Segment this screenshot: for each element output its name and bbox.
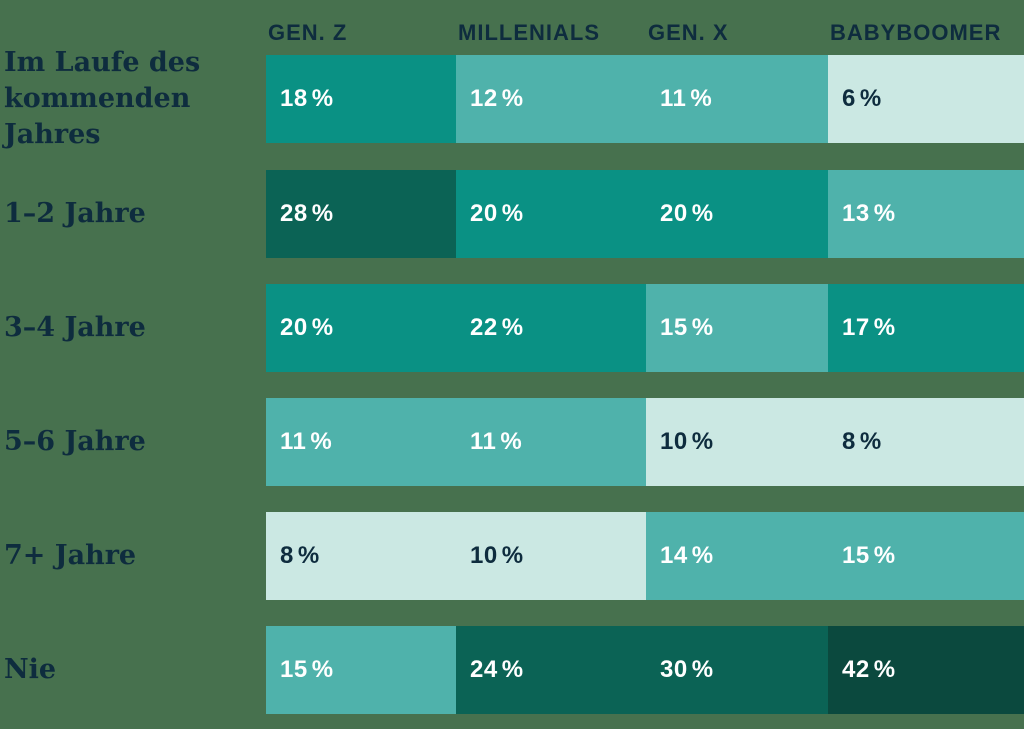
heatmap-cell: 8%	[828, 398, 1024, 486]
cell-value: 8	[280, 542, 294, 569]
percent-sign: %	[311, 85, 334, 112]
heatmap-cell: 30%	[646, 626, 828, 714]
row-label: Nie	[4, 654, 57, 685]
heatmap-cell: 20%	[646, 170, 828, 258]
percent-sign: %	[501, 85, 524, 112]
percent-sign: %	[873, 314, 896, 341]
bar-row: 20% 22% 15% 17%	[266, 284, 1024, 372]
cell-value: 30	[660, 656, 688, 683]
percent-sign: %	[690, 85, 713, 112]
cell-value: 28	[280, 200, 308, 227]
bar-row: 15% 24% 30% 42%	[266, 626, 1024, 714]
cell-value: 10	[470, 542, 498, 569]
row-label: Im Laufe des kommenden Jahres	[4, 47, 201, 150]
heatmap-cell: 8%	[266, 512, 456, 600]
cell-value: 11	[660, 85, 687, 112]
heatmap-cell: 17%	[828, 284, 1024, 372]
bar-row: 11% 11% 10% 8%	[266, 398, 1024, 486]
heatmap-cell: 12%	[456, 55, 646, 143]
column-header: GEN. X	[648, 20, 729, 45]
cell-value: 42	[842, 656, 870, 683]
heatmap-cell: 10%	[646, 398, 828, 486]
percent-sign: %	[501, 656, 524, 683]
percent-sign: %	[501, 542, 524, 569]
percent-sign: %	[311, 314, 334, 341]
column-header: MILLENIALS	[458, 20, 600, 45]
heatmap-cell: 11%	[646, 55, 828, 143]
percent-sign: %	[310, 428, 333, 455]
cell-value: 8	[842, 428, 856, 455]
heatmap-cell: 15%	[266, 626, 456, 714]
heatmap-cell: 22%	[456, 284, 646, 372]
heatmap-cell: 24%	[456, 626, 646, 714]
heatmap-cell: 13%	[828, 170, 1024, 258]
cell-value: 15	[660, 314, 688, 341]
cell-value: 15	[280, 656, 308, 683]
percent-sign: %	[873, 542, 896, 569]
cell-value: 12	[470, 85, 498, 112]
percent-sign: %	[859, 428, 882, 455]
cell-value: 14	[660, 542, 688, 569]
heatmap-cell: 10%	[456, 512, 646, 600]
cell-value: 11	[470, 428, 497, 455]
percent-sign: %	[500, 428, 523, 455]
percent-sign: %	[297, 542, 320, 569]
cell-value: 20	[660, 200, 688, 227]
heatmap-cell: 20%	[266, 284, 456, 372]
percent-sign: %	[691, 314, 714, 341]
cell-value: 13	[842, 200, 870, 227]
heatmap-cell: 15%	[828, 512, 1024, 600]
column-header: GEN. Z	[268, 20, 348, 45]
cell-value: 6	[842, 85, 856, 112]
row-label: 3–4 Jahre	[4, 312, 146, 343]
percent-sign: %	[859, 85, 882, 112]
cell-value: 15	[842, 542, 870, 569]
heatmap-cell: 11%	[456, 398, 646, 486]
percent-sign: %	[501, 200, 524, 227]
heatmap-cell: 6%	[828, 55, 1024, 143]
heatmap-cell: 11%	[266, 398, 456, 486]
heatmap-cell: 20%	[456, 170, 646, 258]
bar-row: 18% 12% 11% 6%	[266, 55, 1024, 143]
percent-sign: %	[691, 428, 714, 455]
row-label: 5–6 Jahre	[4, 426, 146, 457]
percent-sign: %	[691, 200, 714, 227]
percent-sign: %	[691, 542, 714, 569]
percent-sign: %	[873, 200, 896, 227]
bar-row: 8% 10% 14% 15%	[266, 512, 1024, 600]
cell-value: 18	[280, 85, 308, 112]
cell-value: 24	[470, 656, 498, 683]
heatmap-cell: 14%	[646, 512, 828, 600]
cell-value: 22	[470, 314, 498, 341]
heatmap-cell: 28%	[266, 170, 456, 258]
bar-row: 28% 20% 20% 13%	[266, 170, 1024, 258]
row-label: 7+ Jahre	[4, 540, 137, 571]
heatmap-cell: 18%	[266, 55, 456, 143]
percent-sign: %	[311, 200, 334, 227]
percent-sign: %	[691, 656, 714, 683]
cell-value: 17	[842, 314, 870, 341]
percent-sign: %	[501, 314, 524, 341]
percent-sign: %	[311, 656, 334, 683]
cell-value: 20	[470, 200, 498, 227]
column-header: BABYBOOMER	[830, 20, 1002, 45]
cell-value: 11	[280, 428, 307, 455]
heatmap-cell: 42%	[828, 626, 1024, 714]
row-label: 1–2 Jahre	[4, 198, 146, 229]
percent-sign: %	[873, 656, 896, 683]
cell-value: 20	[280, 314, 308, 341]
cell-value: 10	[660, 428, 688, 455]
heatmap-cell: 15%	[646, 284, 828, 372]
